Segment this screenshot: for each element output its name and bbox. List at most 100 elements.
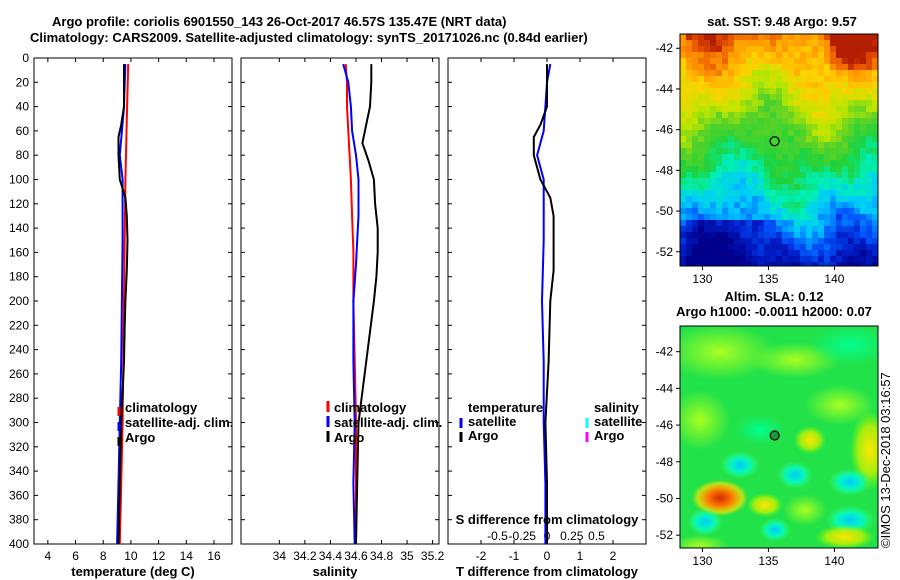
- sst-cell: [782, 226, 788, 232]
- sst-cell: [848, 178, 854, 184]
- sst-cell: [764, 184, 770, 190]
- sst-cell: [854, 208, 860, 214]
- sst-cell: [758, 136, 764, 142]
- sst-cell: [842, 214, 848, 220]
- sst-cell: [776, 208, 782, 214]
- sst-cell: [836, 160, 842, 166]
- sst-cell: [740, 250, 746, 256]
- sst-cell: [782, 124, 788, 130]
- y-tick-label: -44: [656, 381, 674, 395]
- sst-cell: [812, 190, 818, 196]
- sst-cell: [806, 130, 812, 136]
- sst-cell: [794, 160, 800, 166]
- sst-cell: [866, 244, 872, 250]
- sst-cell: [722, 232, 728, 238]
- sst-cell: [842, 202, 848, 208]
- sla-map-subtitle: Argo h1000: -0.0011 h2000: 0.07: [676, 304, 872, 319]
- sst-cell: [836, 238, 842, 244]
- sst-cell: [728, 214, 734, 220]
- sst-cell: [776, 76, 782, 82]
- sst-cell: [722, 112, 728, 118]
- sst-cell: [866, 256, 872, 262]
- sst-cell: [872, 262, 878, 266]
- sst-cell: [692, 40, 698, 46]
- sst-cell: [806, 64, 812, 70]
- sst-cell: [812, 124, 818, 130]
- sst-cell: [764, 160, 770, 166]
- sst-cell: [716, 124, 722, 130]
- sst-cell: [686, 208, 692, 214]
- sst-cell: [824, 256, 830, 262]
- sst-cell: [782, 58, 788, 64]
- sst-cell: [776, 88, 782, 94]
- sst-cell: [788, 106, 794, 112]
- sst-cell: [728, 70, 734, 76]
- sst-cell: [842, 130, 848, 136]
- sst-cell: [854, 136, 860, 142]
- sst-cell: [740, 238, 746, 244]
- sst-cell: [716, 256, 722, 262]
- sst-cell: [716, 166, 722, 172]
- sst-cell: [782, 262, 788, 266]
- sst-cell: [734, 232, 740, 238]
- sst-cell: [722, 256, 728, 262]
- sst-cell: [800, 172, 806, 178]
- sst-cell: [788, 178, 794, 184]
- sst-cell: [824, 106, 830, 112]
- sst-cell: [854, 34, 860, 40]
- sst-cell: [866, 226, 872, 232]
- sst-cell: [866, 40, 872, 46]
- y-tick-label: 340: [9, 464, 29, 478]
- sst-cell: [782, 34, 788, 40]
- sst-cell: [770, 202, 776, 208]
- sst-cell: [752, 166, 758, 172]
- sst-cell: [806, 160, 812, 166]
- sst-cell: [770, 94, 776, 100]
- sst-cell: [746, 136, 752, 142]
- sst-cell: [734, 148, 740, 154]
- sst-cell: [776, 220, 782, 226]
- sst-cell: [746, 160, 752, 166]
- sst-cell: [686, 124, 692, 130]
- sst-cell: [866, 46, 872, 52]
- sst-cell: [704, 202, 710, 208]
- sst-cell: [734, 202, 740, 208]
- sst-cell: [854, 64, 860, 70]
- sst-cell: [692, 262, 698, 266]
- sst-cell: [794, 244, 800, 250]
- sst-cell: [794, 88, 800, 94]
- sst-cell: [764, 208, 770, 214]
- sst-cell: [698, 34, 704, 40]
- sst-cell: [806, 154, 812, 160]
- sst-cell: [806, 166, 812, 172]
- sst-cell: [818, 100, 824, 106]
- sst-cell: [740, 52, 746, 58]
- sst-cell: [818, 256, 824, 262]
- sst-cell: [758, 142, 764, 148]
- sst-cell: [776, 118, 782, 124]
- sst-cell: [818, 232, 824, 238]
- sst-cell: [746, 232, 752, 238]
- sst-cell: [770, 262, 776, 266]
- sst-cell: [806, 112, 812, 118]
- sst-cell: [860, 238, 866, 244]
- sst-cell: [794, 208, 800, 214]
- sst-cell: [788, 76, 794, 82]
- x-tick-label: 34.4: [319, 549, 343, 563]
- sst-cell: [800, 214, 806, 220]
- sst-cell: [716, 64, 722, 70]
- sst-cell: [782, 220, 788, 226]
- sst-cell: [698, 82, 704, 88]
- sst-cell: [860, 172, 866, 178]
- sst-cell: [752, 178, 758, 184]
- sst-cell: [812, 262, 818, 266]
- sst-cell: [698, 244, 704, 250]
- sst-cell: [716, 154, 722, 160]
- sst-cell: [740, 166, 746, 172]
- series-line-argo: [117, 64, 129, 544]
- sst-cell: [848, 226, 854, 232]
- sst-cell: [752, 244, 758, 250]
- sst-cell: [854, 76, 860, 82]
- sst-cell: [716, 46, 722, 52]
- sst-cell: [758, 148, 764, 154]
